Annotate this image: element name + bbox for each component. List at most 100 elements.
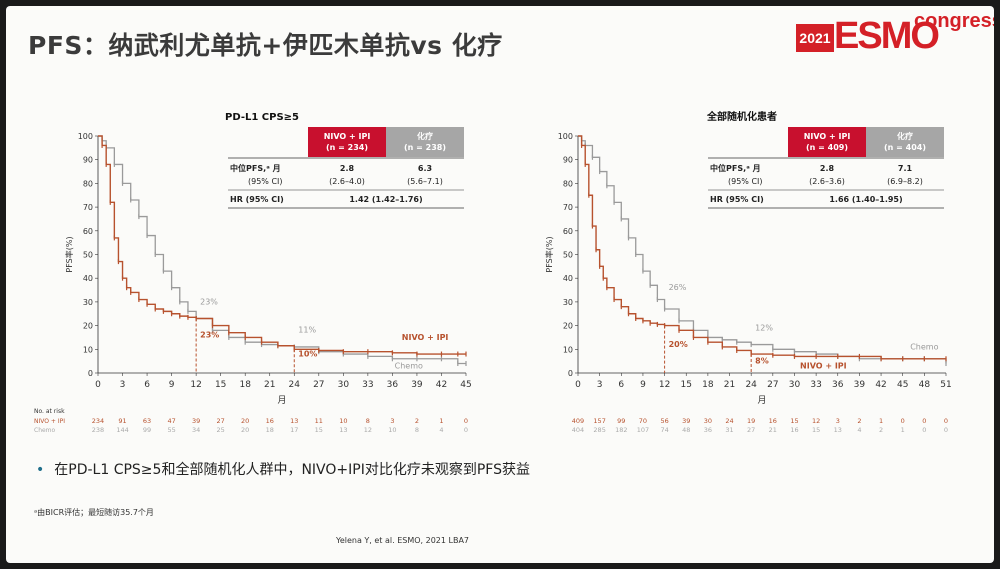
at-risk-value: 24 (725, 417, 733, 425)
x-tick-label: 15 (215, 380, 226, 390)
table-header-nivo (308, 127, 386, 157)
at-risk-value: 13 (834, 426, 842, 434)
logo-suffix: congress (914, 10, 994, 32)
y-tick-label: 60 (83, 227, 93, 236)
nivo-ipi-curve (98, 135, 466, 355)
x-tick-label: 33 (810, 380, 821, 390)
x-tick-label: 27 (313, 380, 324, 390)
x-tick-label: 0 (95, 380, 101, 390)
at-risk-value: 99 (617, 417, 625, 425)
at-risk-value: 15 (812, 426, 820, 434)
at-risk-value: 19 (747, 417, 755, 425)
conclusion-text: 在PD-L1 CPS≥5和全部随机化人群中，NIVO+IPI对比化疗未观察到PF… (54, 462, 530, 478)
x-tick-label: 30 (338, 380, 350, 390)
at-risk-row-name: NIVO + IPI (34, 418, 65, 425)
at-risk-row-name: Chemo (34, 427, 56, 434)
table-header-chemo-text: (n = 238) (404, 143, 446, 152)
at-risk-value: 0 (901, 417, 905, 425)
x-tick-label: 42 (875, 380, 886, 390)
nivo-landmark-label: 10% (298, 349, 317, 358)
x-tick-label: 0 (575, 380, 581, 390)
nivo-landmark-label: 23% (200, 330, 219, 339)
y-tick-label: 80 (563, 179, 573, 188)
y-tick-label: 30 (563, 298, 573, 307)
at-risk-label: No. at risk (34, 408, 65, 415)
footnote: ᵃ由BICR评估；最短随访35.7个月 (34, 508, 154, 517)
x-tick-label: 27 (767, 380, 778, 390)
x-axis-label: 月 (277, 395, 286, 406)
at-risk-value: 144 (116, 426, 128, 434)
at-risk-value: 39 (682, 417, 690, 425)
x-tick-label: 21 (724, 380, 735, 390)
at-risk-value: 2 (415, 417, 419, 425)
table-chemo-value: 6.3 (418, 164, 432, 173)
table-chemo-value: 7.1 (898, 164, 913, 173)
table-nivo-value: (2.6–4.0) (329, 177, 365, 186)
at-risk-value: 12 (364, 426, 372, 434)
y-tick-label: 30 (83, 298, 93, 307)
at-risk-value: 11 (315, 417, 323, 425)
table-chemo-value: (5.6–7.1) (407, 177, 443, 186)
at-risk-value: 74 (660, 426, 668, 434)
table-header-nivo-text: (n = 409) (806, 143, 848, 152)
table-nivo-value: 2.8 (340, 164, 355, 173)
y-tick-label: 70 (563, 203, 573, 212)
table-chemo-value: (6.9–8.2) (887, 177, 923, 186)
esmo-logo: 2021 ESMO congress (796, 10, 994, 66)
x-tick-label: 3 (120, 380, 126, 390)
x-tick-label: 33 (362, 380, 373, 390)
at-risk-value: 0 (922, 417, 926, 425)
nivo-series-label: NIVO + IPI (800, 361, 847, 370)
at-risk-value: 20 (241, 426, 249, 434)
table-nivo-value: 2.8 (820, 164, 835, 173)
at-risk-value: 4 (857, 426, 861, 434)
at-risk-value: 27 (747, 426, 755, 434)
x-tick-label: 21 (264, 380, 275, 390)
at-risk-value: 13 (290, 417, 298, 425)
at-risk-value: 8 (366, 417, 370, 425)
at-risk-value: 15 (315, 426, 323, 434)
nivo-landmark-label: 8% (755, 357, 769, 366)
x-tick-label: 39 (854, 380, 866, 390)
x-tick-label: 9 (169, 380, 175, 390)
table-nivo-value: (2.6–3.6) (809, 177, 845, 186)
bullet-dot-icon: • (36, 462, 45, 478)
at-risk-value: 16 (769, 417, 777, 425)
x-tick-label: 48 (919, 380, 931, 390)
at-risk-value: 70 (639, 417, 647, 425)
at-risk-value: 13 (339, 426, 347, 434)
chemo-landmark-label: 26% (669, 283, 687, 292)
at-risk-value: 48 (682, 426, 690, 434)
chemo-curve (578, 135, 947, 364)
chemo-curve (98, 135, 466, 365)
x-axis-label: 月 (757, 395, 766, 406)
y-tick-label: 90 (83, 156, 93, 165)
y-tick-label: 40 (563, 274, 573, 283)
y-tick-label: 80 (83, 179, 93, 188)
x-tick-label: 36 (387, 380, 399, 390)
at-risk-value: 0 (922, 426, 926, 434)
x-tick-label: 12 (659, 380, 670, 390)
at-risk-value: 39 (192, 417, 200, 425)
chart-title: 全部随机化患者 (706, 110, 777, 123)
y-tick-label: 50 (563, 251, 573, 260)
chemo-landmark-label: 12% (755, 323, 773, 332)
at-risk-value: 182 (615, 426, 627, 434)
y-tick-label: 50 (83, 251, 93, 260)
table-row-label: HR (95% CI) (710, 195, 764, 204)
table-header-chemo-text: 化疗 (897, 131, 913, 141)
at-risk-value: 8 (415, 426, 419, 434)
x-tick-label: 15 (681, 380, 692, 390)
at-risk-value: 404 (572, 426, 584, 434)
table-row-label: (95% CI) (728, 177, 763, 186)
conclusion-bullet: • 在PD-L1 CPS≥5和全部随机化人群中，NIVO+IPI对比化疗未观察到P… (36, 459, 530, 479)
at-risk-value: 25 (217, 426, 225, 434)
chemo-series-label: Chemo (395, 361, 423, 370)
y-axis-label: PFS率(%) (544, 236, 554, 272)
y-tick-label: 20 (563, 322, 573, 331)
at-risk-value: 238 (92, 426, 104, 434)
at-risk-value: 63 (143, 417, 151, 425)
at-risk-value: 409 (572, 417, 584, 425)
at-risk-value: 30 (704, 417, 712, 425)
